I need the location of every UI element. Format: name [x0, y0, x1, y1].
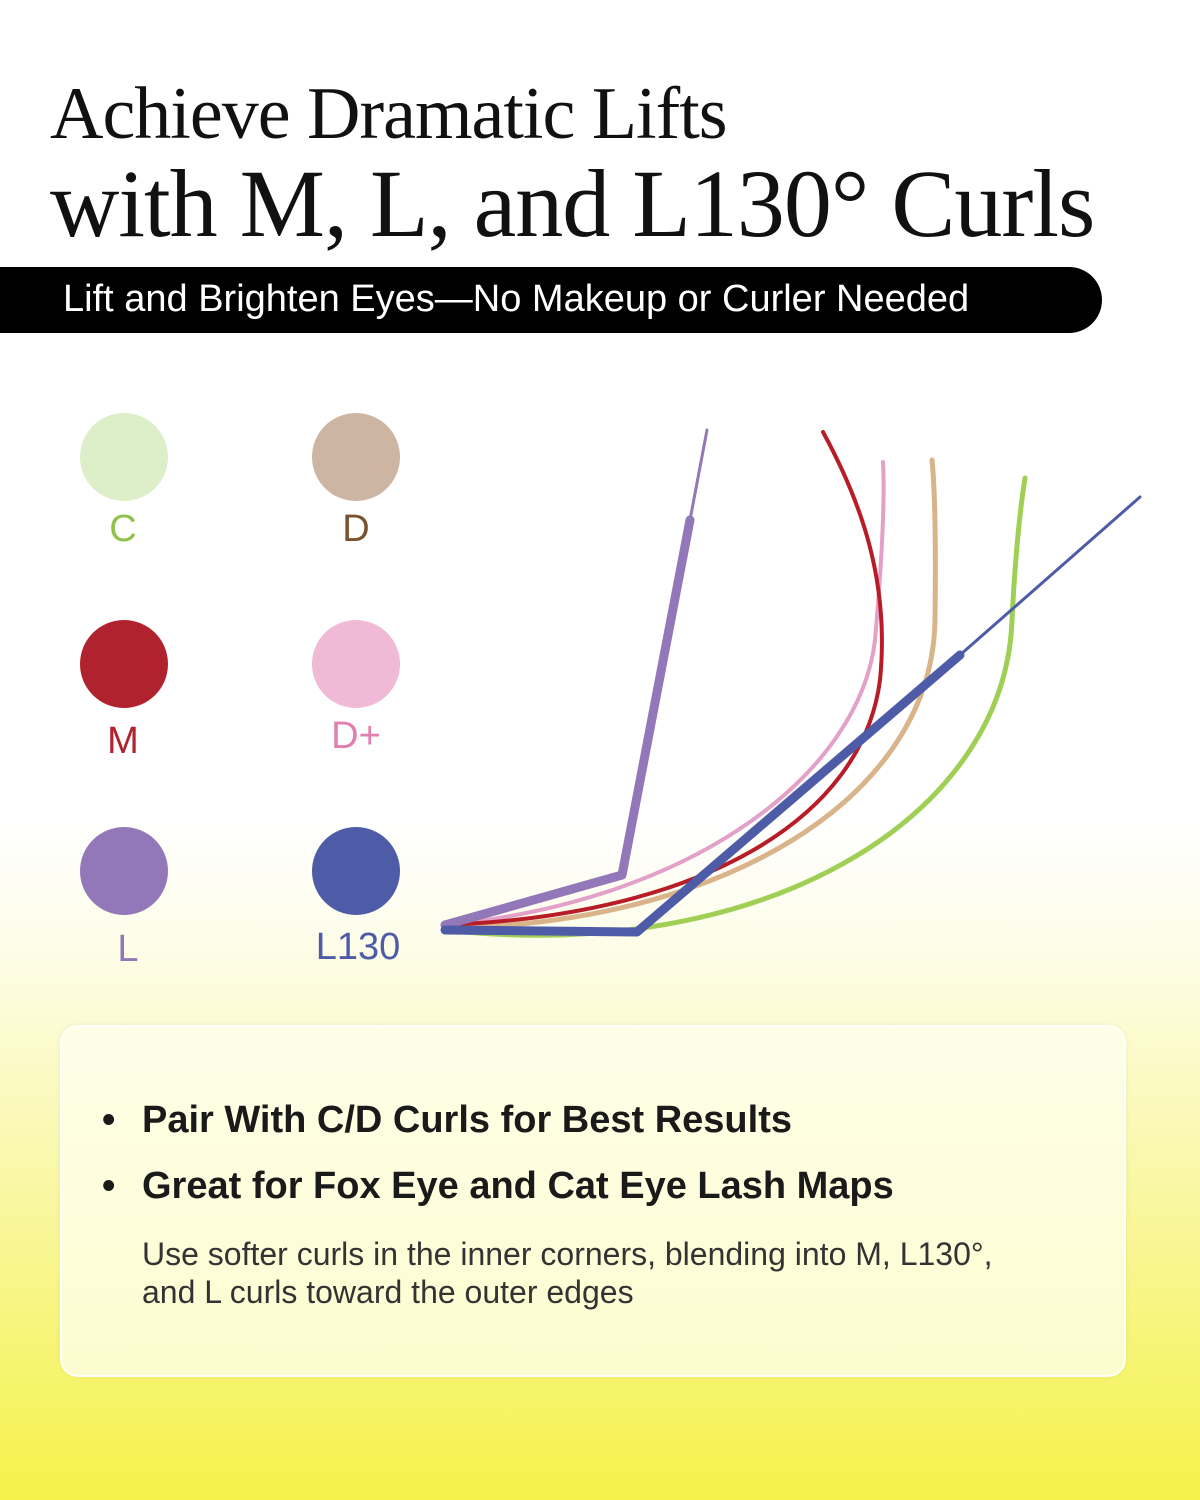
- legend-label-d: D: [342, 508, 370, 550]
- curve-l130: [440, 650, 965, 937]
- curve-l-tip: [688, 428, 709, 522]
- title-line-1: Achieve Dramatic Lifts: [50, 73, 728, 155]
- bullet-text: Great for Fox Eye and Cat Eye Lash Maps: [142, 1165, 894, 1207]
- curve-c: [442, 475, 1028, 938]
- curve-d: [442, 457, 938, 931]
- curve-d-plus: [443, 460, 886, 927]
- legend-dot-d: [312, 413, 400, 501]
- lash-curl-diagram: [440, 428, 1142, 938]
- legend-dot-d-plus: [312, 620, 400, 708]
- legend-label-l130: L130: [315, 926, 401, 968]
- tips-card: • Pair With C/D Curls for Best Results • G…: [60, 1025, 1126, 1377]
- legend-label-d-plus: D+: [331, 715, 381, 757]
- subtitle-banner: Lift and Brighten Eyes—No Makeup or Curl…: [0, 267, 1102, 333]
- bullet-text: Pair With C/D Curls for Best Results: [142, 1099, 792, 1141]
- tip-note: Use softer curls in the inner corners, b…: [142, 1236, 993, 1310]
- legend-label-c: C: [109, 508, 137, 550]
- subtitle-text: Lift and Brighten Eyes—No Makeup or Curl…: [63, 278, 970, 320]
- legend-label-m: M: [107, 720, 139, 762]
- legend-dot-m: [80, 620, 168, 708]
- curve-l130-tip: [958, 495, 1142, 657]
- legend-label-l: L: [117, 928, 139, 970]
- curve-l: [440, 515, 695, 930]
- curve-m: [443, 430, 884, 927]
- legend-dot-l: [80, 827, 168, 915]
- title-line-2: with M, L, and L130° Curls: [50, 150, 1095, 257]
- legend-dot-c: [80, 413, 168, 501]
- legend-dot-l130: [312, 827, 400, 915]
